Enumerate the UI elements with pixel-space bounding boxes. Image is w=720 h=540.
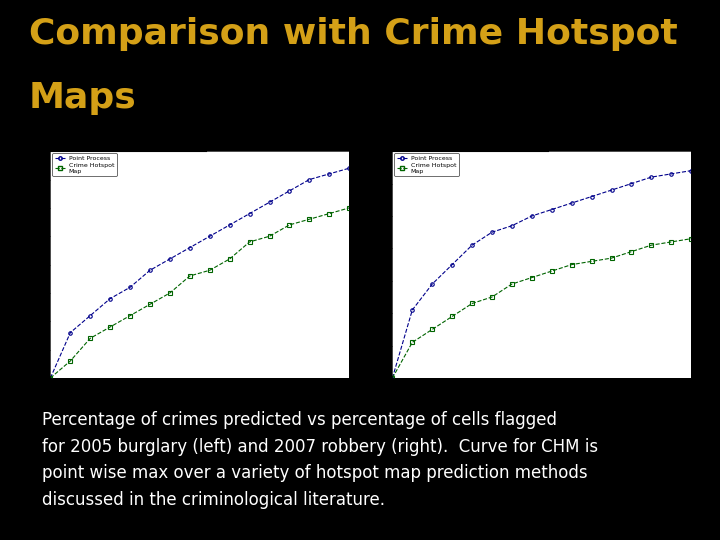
Text: Maps: Maps <box>29 82 137 116</box>
X-axis label: % Cells Flagged: % Cells Flagged <box>169 396 230 405</box>
Text: Comparison with Crime Hotspot: Comparison with Crime Hotspot <box>29 17 678 51</box>
Legend: Point Process, Crime Hotspot
Map: Point Process, Crime Hotspot Map <box>395 153 459 176</box>
Y-axis label: % Crimes Predicted: % Crimes Predicted <box>20 227 30 302</box>
Text: Percentage of crimes predicted vs percentage of cells flagged
for 2005 burglary : Percentage of crimes predicted vs percen… <box>42 411 598 509</box>
X-axis label: % Cells Flagged: % Cells Flagged <box>511 396 572 405</box>
Legend: Point Process, Crime Hotspot
Map: Point Process, Crime Hotspot Map <box>53 153 117 176</box>
Y-axis label: % Crimes Predicted: % Crimes Predicted <box>362 227 372 302</box>
